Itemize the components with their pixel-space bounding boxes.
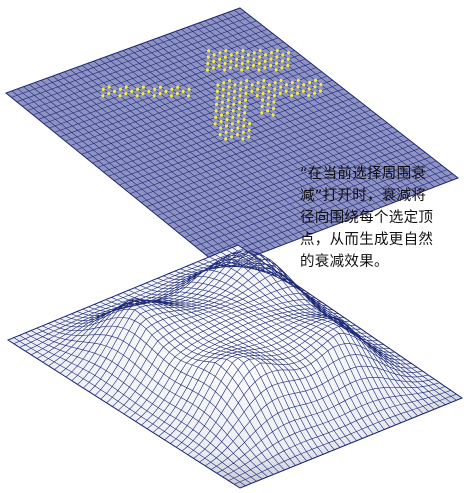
selected-vertices (101, 48, 323, 141)
deformed-surface-grid (6, 244, 464, 489)
selected-vertex-dots (101, 48, 323, 141)
caption-line-5: 的衰减效果。 (300, 254, 389, 270)
surface-grid-lines (7, 244, 463, 489)
caption-text: “在当前选择周围衰 减”打开时，衰减将 径向围绕每个选定顶 点，从而生成更自然 … (300, 163, 470, 273)
caption-line-1: “在当前选择周围衰 (300, 166, 427, 182)
caption-line-3: 径向围绕每个选定顶 (300, 210, 434, 226)
caption-line-4: 点，从而生成更自然 (300, 232, 434, 248)
caption-line-2: 减”打开时，衰减将 (300, 188, 427, 204)
